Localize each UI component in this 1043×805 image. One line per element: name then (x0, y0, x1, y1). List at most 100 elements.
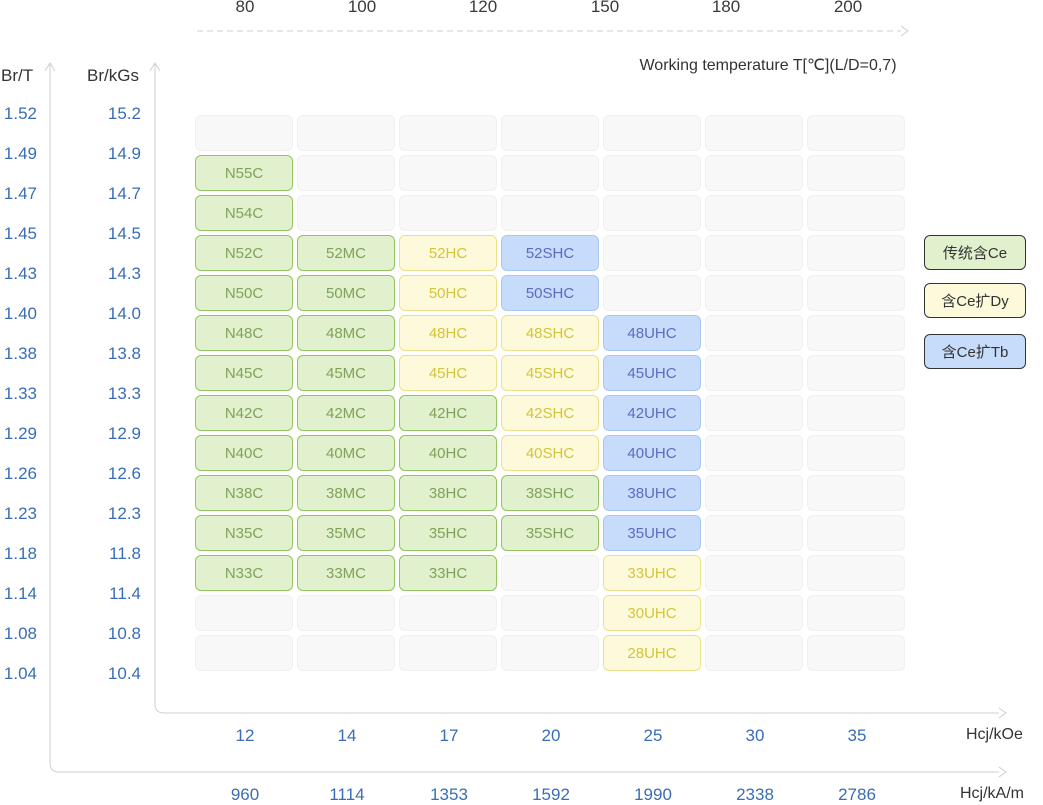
empty-cell (297, 115, 395, 151)
grade-cell: 45MC (297, 355, 395, 391)
grade-cell: N42C (195, 395, 293, 431)
grade-cell: 40MC (297, 435, 395, 471)
empty-cell (807, 235, 905, 271)
br-t-tick: 1.40 (3, 304, 37, 323)
grade-cell: 45SHC (501, 355, 599, 391)
br-t-tick: 1.52 (3, 104, 37, 123)
arrow-right-icon (998, 766, 1007, 778)
empty-cell (807, 275, 905, 311)
grade-cell: 50HC (399, 275, 497, 311)
grade-grid: N55C N54C N52C 52MC 52HC 52SHC N50C 50MC 50HC 50S… (195, 115, 905, 671)
br-kgs-tick: 15.2 (107, 104, 141, 123)
grade-cell: 42UHC (603, 395, 701, 431)
br-kgs-tick: 13.8 (107, 344, 141, 363)
empty-cell (807, 115, 905, 151)
br-t-tick: 1.18 (3, 544, 37, 563)
br-t-axis-ticks: 1.52 1.49 1.47 1.45 1.43 1.40 1.38 1.33 1.29 1.26… (0, 0, 37, 805)
empty-cell (705, 635, 803, 671)
empty-cell (501, 635, 599, 671)
empty-cell (807, 155, 905, 191)
empty-cell (603, 115, 701, 151)
br-kgs-axis-label: Br/kGs (87, 66, 139, 85)
grade-cell: 40HC (399, 435, 497, 471)
empty-cell (705, 475, 803, 511)
arrow-right-icon (900, 25, 909, 37)
grade-cell: 48UHC (603, 315, 701, 351)
temperature-tick: 120 (468, 0, 498, 16)
grade-cell: 40UHC (603, 435, 701, 471)
empty-cell (399, 595, 497, 631)
grade-cell: 35UHC (603, 515, 701, 551)
hcj-kam-tick: 2338 (736, 785, 774, 804)
empty-cell (705, 155, 803, 191)
empty-cell (705, 275, 803, 311)
empty-cell (807, 195, 905, 231)
br-kgs-tick: 13.3 (107, 384, 141, 403)
empty-cell (705, 355, 803, 391)
empty-cell (501, 195, 599, 231)
br-t-tick: 1.49 (3, 144, 37, 163)
br-kgs-tick: 11.8 (109, 544, 141, 563)
grade-cell: 50MC (297, 275, 395, 311)
empty-cell (807, 355, 905, 391)
empty-cell (195, 115, 293, 151)
br-t-tick: 1.26 (3, 464, 37, 483)
empty-cell (705, 515, 803, 551)
br-kgs-tick: 14.3 (107, 264, 141, 283)
empty-cell (195, 595, 293, 631)
grade-cell: N38C (195, 475, 293, 511)
grade-cell: 33HC (399, 555, 497, 591)
empty-cell (807, 515, 905, 551)
br-t-tick: 1.14 (3, 584, 37, 603)
hcj-koe-tick: 17 (439, 726, 459, 745)
br-t-tick: 1.33 (3, 384, 37, 403)
grade-cell: N54C (195, 195, 293, 231)
br-kgs-tick: 10.8 (107, 624, 141, 643)
temperature-tick: 180 (711, 0, 741, 16)
br-t-tick: 1.43 (3, 264, 37, 283)
br-t-tick: 1.38 (3, 344, 37, 363)
br-t-axis-label: Br/T (1, 66, 34, 85)
br-t-tick: 1.04 (3, 664, 37, 683)
grade-cell: N40C (195, 435, 293, 471)
br-kgs-tick: 12.9 (107, 424, 141, 443)
grade-cell: 52SHC (501, 235, 599, 271)
grade-cell: 38SHC (501, 475, 599, 511)
empty-cell (399, 635, 497, 671)
empty-cell (195, 635, 293, 671)
br-t-tick: 1.45 (3, 224, 37, 243)
grade-cell: 30UHC (603, 595, 701, 631)
empty-cell (297, 195, 395, 231)
temperature-tick: 100 (347, 0, 377, 16)
empty-cell (501, 555, 599, 591)
br-kgs-axis-ticks: 15.2 14.9 14.7 14.5 14.3 14.0 13.8 13.3 12.9 12.6… (96, 0, 141, 805)
empty-cell (297, 155, 395, 191)
temperature-tick: 200 (833, 0, 863, 16)
empty-cell (705, 595, 803, 631)
hcj-kam-tick: 1353 (430, 785, 468, 804)
grade-cell: 42HC (399, 395, 497, 431)
hcj-kam-tick: 960 (230, 785, 260, 804)
empty-cell (603, 155, 701, 191)
grade-cell: N52C (195, 235, 293, 271)
grade-cell: N35C (195, 515, 293, 551)
empty-cell (705, 555, 803, 591)
grade-cell: 35SHC (501, 515, 599, 551)
grade-cell: 38HC (399, 475, 497, 511)
legend-item: 含Ce扩Dy (924, 283, 1026, 318)
grade-cell: 33UHC (603, 555, 701, 591)
grade-cell: N48C (195, 315, 293, 351)
hcj-kam-tick: 1114 (329, 785, 365, 804)
working-temperature-title: Working temperature T[℃](L/D=0,7) (639, 57, 897, 74)
br-kgs-tick: 10.4 (107, 664, 141, 683)
grade-cell: 38MC (297, 475, 395, 511)
grade-cell: 42SHC (501, 395, 599, 431)
empty-cell (705, 235, 803, 271)
br-kgs-tick: 11.4 (109, 584, 141, 603)
grade-cell: 42MC (297, 395, 395, 431)
grade-cell: N50C (195, 275, 293, 311)
hcj-koe-tick: 35 (847, 726, 867, 745)
br-kgs-tick: 14.0 (107, 304, 141, 323)
br-t-tick: 1.23 (3, 504, 37, 523)
grade-cell: N33C (195, 555, 293, 591)
